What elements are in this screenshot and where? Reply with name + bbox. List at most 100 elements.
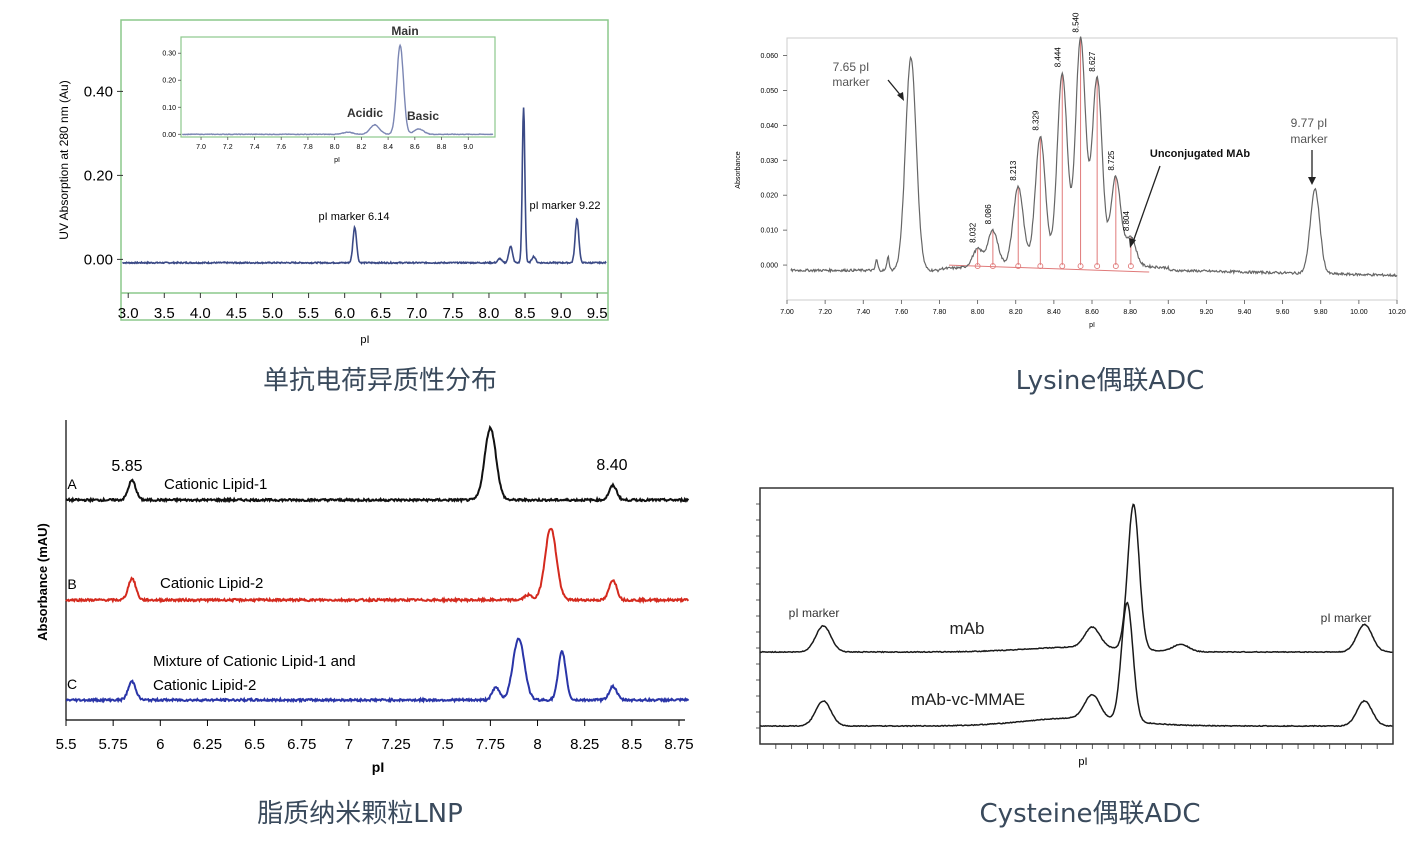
lysine-x-tick-label: 9.80 xyxy=(1314,309,1328,316)
lnp-y-label: Absorbance (mAU) xyxy=(35,523,50,641)
lnp-x-ticks: 5.5 5.75 6 6.25 6.5 6.75 7 7.25 7.5 7.75 8 8.25 8.5 8… xyxy=(56,720,694,753)
mab-x-tick-label: 4.5 xyxy=(226,305,247,322)
lnp-x-tick-label: 7.5 xyxy=(433,736,454,753)
cysteine-trace-mab xyxy=(759,503,1393,654)
lysine-chart: 7.00 7.20 7.40 7.60 7.80 8.00 8.20 8.40 8.60 8.80… xyxy=(735,12,1406,329)
mab-y-tick-label: 0.40 xyxy=(84,83,113,100)
lnp-x-tick-label: 8.5 xyxy=(621,736,642,753)
caption-cysteine: Cysteine偶联ADC xyxy=(979,799,1201,829)
lysine-arrowhead-977 xyxy=(1308,177,1316,185)
mab-x-tick-label: 8.0 xyxy=(479,305,500,322)
inset-x-ticks: 7.0 7.2 7.4 7.6 7.8 8.0 8.2 8.4 8.6 8.8 9.0 xyxy=(196,137,473,151)
inset-y-tick-label: 0.30 xyxy=(162,51,176,58)
inset-x-tick-label: 8.8 xyxy=(437,144,447,151)
lnp-x-tick-label: 6.5 xyxy=(244,736,265,753)
lysine-x-tick-label: 7.60 xyxy=(895,309,909,316)
lnp-x-tick-label: 7.75 xyxy=(476,736,505,753)
caption-lysine: Lysine偶联ADC xyxy=(1015,366,1205,396)
cysteine-annotation-pi-marker-right: pI marker xyxy=(1321,611,1372,625)
mab-x-tick-label: 9.0 xyxy=(551,305,572,322)
inset-x-tick-label: 8.0 xyxy=(330,144,340,151)
lysine-y-tick-label: 0.020 xyxy=(760,193,778,200)
inset-x-tick-label: 7.4 xyxy=(250,144,260,151)
inset-y-tick-label: 0.10 xyxy=(162,105,176,112)
lysine-annotation-977: 9.77 pI xyxy=(1291,116,1328,130)
mab-y-tick-label: 0.20 xyxy=(84,167,113,184)
mab-x-tick-label: 7.0 xyxy=(406,305,427,322)
mab-x-tick-label: 7.5 xyxy=(442,305,463,322)
lysine-y-ticks: 0.000 0.010 0.020 0.030 0.040 0.050 0.060 xyxy=(760,53,787,270)
lysine-x-tick-label: 9.40 xyxy=(1238,309,1252,316)
inset-x-tick-label: 8.6 xyxy=(410,144,420,151)
lnp-trace-c xyxy=(66,637,690,704)
lnp-x-tick-label: 8 xyxy=(533,736,541,753)
lysine-x-tick-label: 7.20 xyxy=(818,309,832,316)
lnp-x-tick-label: 6.75 xyxy=(287,736,316,753)
lnp-x-tick-label: 5.5 xyxy=(56,736,77,753)
lysine-x-tick-label: 9.00 xyxy=(1161,309,1175,316)
cysteine-chart: pI pI marker pI marker mAb mAb-vc-MMAE xyxy=(756,487,1394,768)
lysine-y-tick-label: 0.030 xyxy=(760,158,778,165)
lysine-y-tick-label: 0.040 xyxy=(760,123,778,130)
inset-y-tick-label: 0.20 xyxy=(162,78,176,85)
lnp-x-tick-label: 6 xyxy=(156,736,164,753)
lysine-peak-label: 8.627 xyxy=(1088,51,1097,72)
lysine-x-tick-label: 10.00 xyxy=(1350,309,1368,316)
lnp-marker-label-840: 8.40 xyxy=(596,457,627,474)
lnp-series-letter-c: C xyxy=(67,676,77,692)
lysine-x-tick-label: 8.40 xyxy=(1047,309,1061,316)
lnp-x-tick-label: 8.75 xyxy=(664,736,693,753)
inset-x-tick-label: 7.0 xyxy=(196,144,206,151)
lnp-trace-b xyxy=(65,527,690,604)
caption-lnp: 脂质纳米颗粒LNP xyxy=(257,799,463,829)
lysine-drop-marker xyxy=(1094,263,1101,270)
inset-x-label: pI xyxy=(334,157,340,164)
lysine-drop-lines xyxy=(949,38,1150,273)
mab-x-ticks: 3.0 3.5 4.0 4.5 5.0 5.5 6.0 6.5 7.0 7.5 8.0 8.5 9.0 9… xyxy=(118,293,608,322)
cysteine-chart-frame xyxy=(759,487,1394,745)
mab-x-tick-label: 9.5 xyxy=(587,305,608,322)
lysine-peak-label: 8.540 xyxy=(1072,12,1081,33)
lysine-x-tick-label: 8.80 xyxy=(1123,309,1137,316)
mab-x-tick-label: 6.5 xyxy=(370,305,391,322)
inset-label-basic: Basic xyxy=(407,109,439,123)
lnp-series-label-b: Cationic Lipid-2 xyxy=(160,575,263,592)
lysine-drop-marker xyxy=(1112,263,1119,270)
lnp-trace-a xyxy=(65,424,690,504)
mab-y-tick-label: 0.00 xyxy=(84,251,113,268)
lnp-x-tick-label: 6.25 xyxy=(193,736,222,753)
inset-x-tick-label: 9.0 xyxy=(463,144,473,151)
mab-x-tick-label: 8.5 xyxy=(515,305,536,322)
inset-x-tick-label: 7.8 xyxy=(303,144,313,151)
inset-trace-line xyxy=(181,43,494,136)
mab-x-tick-label: 4.0 xyxy=(190,305,211,322)
mab-inset: 7.0 7.2 7.4 7.6 7.8 8.0 8.2 8.4 8.6 8.8 9.0 0.000.… xyxy=(162,24,496,164)
lysine-x-tick-label: 9.60 xyxy=(1276,309,1290,316)
inset-label-main: Main xyxy=(391,24,418,38)
lysine-peak-label: 8.213 xyxy=(1009,160,1018,181)
lysine-drop-marker xyxy=(974,263,981,270)
inset-x-tick-label: 7.6 xyxy=(276,144,286,151)
caption-mab: 单抗电荷异质性分布 xyxy=(262,366,497,396)
lysine-annotation-unconjugated: Unconjugated MAb xyxy=(1150,148,1250,160)
inset-label-acidic: Acidic xyxy=(347,106,383,120)
lysine-drop-marker xyxy=(1059,263,1066,270)
mab-x-tick-label: 5.5 xyxy=(298,305,319,322)
lysine-peak-label: 8.804 xyxy=(1122,211,1131,232)
lnp-series-letter-a: A xyxy=(67,476,77,492)
lysine-arrowhead-unconjugated xyxy=(1129,238,1136,248)
lysine-x-tick-label: 8.20 xyxy=(1009,309,1023,316)
mab-x-tick-label: 5.0 xyxy=(262,305,283,322)
lysine-y-tick-label: 0.060 xyxy=(760,53,778,60)
lysine-drop-marker xyxy=(1015,263,1022,270)
inset-y-tick-label: 0.00 xyxy=(162,132,176,139)
lnp-x-tick-label: 5.75 xyxy=(99,736,128,753)
lysine-y-label: Absorbance xyxy=(735,151,742,188)
lnp-series-label-c-line2: Cationic Lipid-2 xyxy=(153,677,256,694)
lysine-drop-marker xyxy=(1037,263,1044,270)
lysine-arrowhead-765 xyxy=(897,92,904,101)
lysine-x-ticks: 7.00 7.20 7.40 7.60 7.80 8.00 8.20 8.40 8.60 8.80… xyxy=(780,300,1406,316)
lysine-drop-marker xyxy=(989,263,996,270)
mab-x-tick-label: 3.5 xyxy=(154,305,175,322)
